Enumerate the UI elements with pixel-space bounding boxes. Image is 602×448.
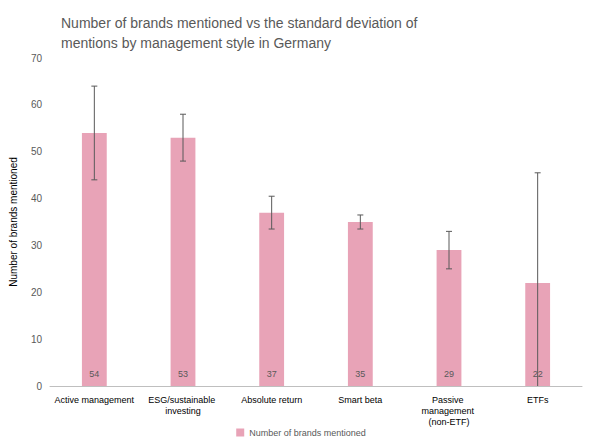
svg-text:50: 50: [31, 146, 43, 157]
svg-text:Number of brands mentioned: Number of brands mentioned: [249, 428, 366, 438]
svg-text:ETFs: ETFs: [527, 395, 549, 405]
svg-text:Active management: Active management: [55, 395, 135, 405]
svg-text:35: 35: [355, 369, 365, 379]
svg-text:53: 53: [178, 369, 188, 379]
svg-text:54: 54: [89, 369, 99, 379]
svg-text:Passive: Passive: [432, 395, 466, 405]
svg-text:ESG/sustainable: ESG/sustainable: [148, 395, 218, 405]
svg-text:37: 37: [267, 369, 277, 379]
svg-text:70: 70: [31, 53, 43, 64]
svg-text:60: 60: [31, 99, 43, 110]
svg-text:10: 10: [31, 334, 43, 345]
svg-text:29: 29: [444, 369, 454, 379]
svg-text:30: 30: [31, 240, 43, 251]
svg-text:(non-ETF): (non-ETF): [428, 417, 469, 427]
svg-text:40: 40: [31, 193, 43, 204]
svg-text:0: 0: [36, 381, 42, 392]
svg-text:Absolute return: Absolute return: [241, 395, 302, 405]
svg-text:Number of brands mentioned: Number of brands mentioned: [8, 157, 19, 287]
svg-text:management: management: [421, 406, 476, 416]
svg-text:Smart beta: Smart beta: [338, 395, 382, 405]
svg-text:mentions by management style i: mentions by management style in Germany: [61, 35, 331, 51]
svg-text:22: 22: [532, 368, 543, 379]
svg-text:20: 20: [31, 287, 43, 298]
svg-text:Number of brands mentioned vs: Number of brands mentioned vs the standa…: [61, 15, 421, 31]
svg-text:investing: investing: [165, 406, 201, 416]
